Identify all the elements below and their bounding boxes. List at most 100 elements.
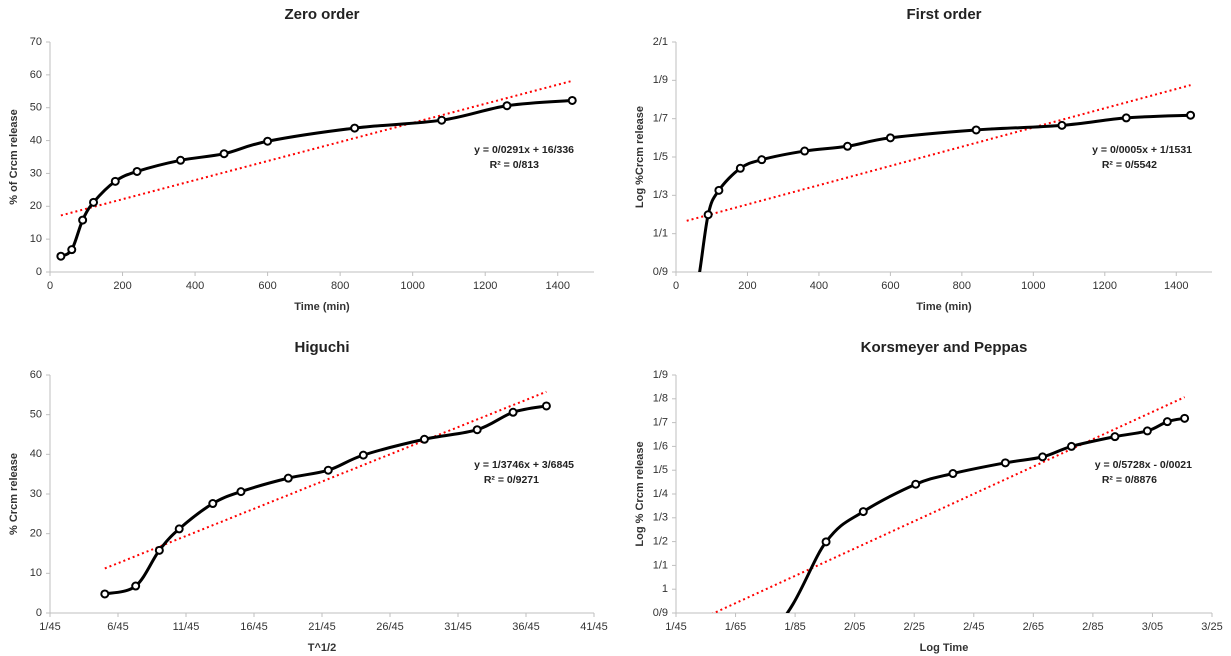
x-tick-label: 3/05 (1142, 621, 1163, 633)
x-tick-label: 1200 (473, 280, 497, 292)
x-tick-label: 3/25 (1201, 621, 1222, 633)
data-line (60, 98, 573, 258)
trendline-equation: y = 1/3746x + 3/6845 (474, 459, 574, 471)
data-point (100, 589, 110, 599)
x-tick-label: 1200 (1093, 280, 1117, 292)
data-point (800, 146, 810, 156)
x-tick-label: 800 (953, 280, 971, 292)
y-axis-label: Log % Crcm release (634, 441, 646, 546)
x-tick-label: 1/65 (725, 621, 746, 633)
x-tick-label: 2/65 (1023, 621, 1044, 633)
data-point (419, 434, 429, 444)
data-point (208, 499, 218, 509)
data-point (236, 487, 246, 497)
data-point (283, 473, 293, 483)
data-point (1142, 426, 1152, 436)
x-tick-label: 2/45 (963, 621, 984, 633)
trendline (60, 79, 573, 217)
y-tick-label: 1/4 (653, 488, 668, 500)
y-tick-label: 0/9 (653, 266, 668, 278)
x-tick-label: 21/45 (308, 621, 336, 633)
x-tick-label: 0 (47, 280, 53, 292)
data-point (176, 155, 186, 165)
y-tick-label: 1/1 (653, 559, 668, 571)
data-point (911, 479, 921, 489)
chart-panel: First order Time (min) Log %Crcm release 0/… (634, 6, 1212, 317)
x-tick-label: 1400 (545, 280, 569, 292)
x-tick-label: 1/45 (665, 621, 686, 633)
x-tick-label: 41/45 (580, 621, 608, 633)
data-point (508, 407, 518, 417)
data-point (110, 176, 120, 186)
trendline-equation: y = 0/0291x + 16/336 (474, 144, 574, 156)
x-axis-label: T^1/2 (308, 642, 336, 654)
y-axis-label: % Crcm release (8, 453, 20, 535)
data-point (1038, 452, 1048, 462)
plot-area (711, 396, 1190, 632)
data-point (1162, 417, 1172, 427)
y-tick-label: 1/1 (653, 228, 668, 240)
data-point (683, 310, 690, 317)
chart-title: Korsmeyer and Peppas (861, 339, 1028, 356)
data-point (78, 215, 88, 225)
y-tick-label: 10 (30, 567, 42, 579)
data-point (472, 425, 482, 435)
data-point (735, 163, 745, 173)
data-point (821, 537, 831, 547)
data-point (263, 136, 273, 146)
y-tick-label: 1/5 (653, 464, 668, 476)
x-tick-label: 2/85 (1082, 621, 1103, 633)
data-point (714, 185, 724, 195)
r-squared: R² = 0/8876 (1102, 474, 1157, 486)
y-tick-label: 0 (36, 266, 42, 278)
y-tick-label: 50 (30, 409, 42, 421)
plot-area (56, 79, 577, 261)
x-tick-label: 800 (331, 280, 349, 292)
y-tick-label: 70 (30, 36, 42, 48)
x-axis-label: Time (min) (916, 301, 972, 313)
y-tick-label: 30 (30, 167, 42, 179)
chart-panel: Higuchi T^1/2 % Crcm release 0 10 20 30 40 50 60 1… (8, 339, 608, 654)
data-point (358, 450, 368, 460)
x-tick-label: 16/45 (240, 621, 268, 633)
data-line (104, 404, 547, 596)
chart-panel: Korsmeyer and Peppas Log Time Log % Crcm r… (634, 339, 1223, 654)
data-point (843, 141, 853, 151)
data-point (1066, 441, 1076, 451)
y-tick-label: 40 (30, 448, 42, 460)
plot-area (683, 84, 1196, 317)
y-tick-label: 20 (30, 528, 42, 540)
x-tick-label: 400 (186, 280, 204, 292)
data-point (131, 581, 141, 591)
x-tick-label: 1/85 (784, 621, 805, 633)
y-tick-label: 1/2 (653, 536, 668, 548)
data-point (219, 149, 229, 159)
x-axis-label: Log Time (920, 642, 969, 654)
y-tick-label: 1/5 (653, 151, 668, 163)
r-squared: R² = 0/9271 (484, 474, 539, 486)
y-axis-label: % of Crcm release (8, 109, 20, 204)
plot-area (100, 390, 551, 599)
data-point (154, 545, 164, 555)
data-point (694, 281, 701, 288)
trendline-equation: y = 0/5728x - 0/0021 (1095, 459, 1192, 471)
y-tick-label: 0 (36, 607, 42, 619)
r-squared: R² = 0/813 (490, 159, 539, 171)
chart-panel: Zero order Time (min) % of Crcm release 0 10… (8, 6, 594, 313)
data-point (350, 123, 360, 133)
y-tick-label: 30 (30, 488, 42, 500)
data-point (56, 251, 66, 261)
y-tick-label: 1 (662, 583, 668, 595)
data-point (1180, 413, 1190, 423)
x-tick-label: 400 (810, 280, 828, 292)
data-point (770, 625, 777, 632)
data-point (948, 469, 958, 479)
data-point (502, 101, 512, 111)
y-tick-label: 60 (30, 69, 42, 81)
r-squared: R² = 0/5542 (1102, 159, 1157, 171)
data-point (885, 133, 895, 143)
y-axis-label: Log %Crcm release (634, 106, 646, 208)
data-line (785, 416, 1185, 613)
data-point (323, 465, 333, 475)
